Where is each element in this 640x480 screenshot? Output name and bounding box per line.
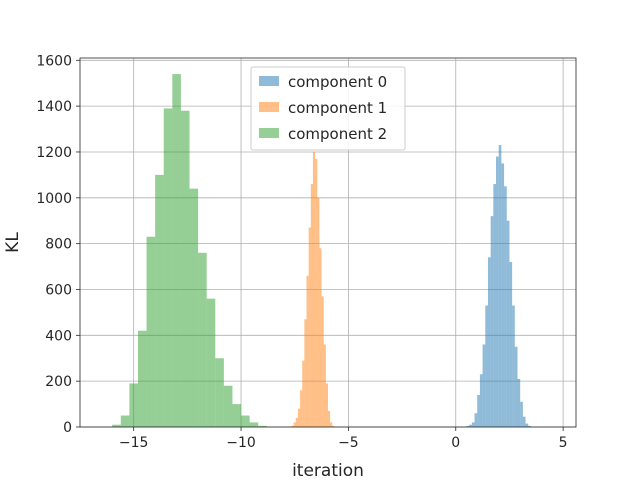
histogram-bar (487, 257, 491, 427)
histogram-bar (300, 390, 303, 427)
histogram-bar (321, 296, 324, 427)
histogram-bar (223, 385, 233, 427)
histogram-bar (332, 425, 335, 427)
x-axis-ticks: −15 −10 −5 0 5 (119, 427, 568, 451)
histogram-bar (466, 425, 470, 427)
histogram-bar (293, 422, 296, 427)
histogram-bar (315, 158, 318, 427)
histogram-bar (482, 344, 486, 427)
histogram-bar (490, 216, 494, 427)
histogram-bar (525, 423, 529, 427)
histogram-bar (528, 425, 531, 427)
histogram-bar (469, 424, 472, 427)
histogram-bar (291, 425, 294, 427)
x-tick-label: 0 (451, 435, 460, 451)
histogram-bar (479, 374, 483, 427)
histogram-bar (471, 422, 475, 427)
histogram-bar (297, 408, 301, 427)
histogram-bar (112, 424, 121, 427)
legend-label-2: component 2 (288, 125, 387, 143)
y-tick-label: 400 (45, 328, 72, 344)
series-1-bars (291, 151, 335, 428)
histogram-bar (249, 422, 259, 427)
histogram-bar (504, 186, 507, 427)
histogram-bar (308, 227, 311, 427)
histogram-bar (304, 319, 307, 427)
histogram-bar (302, 360, 305, 427)
y-tick-label: 600 (45, 282, 72, 298)
y-tick-label: 1600 (36, 53, 72, 69)
histogram-bar (330, 422, 333, 427)
legend: component 0 component 1 component 2 (250, 66, 406, 151)
histogram-bar (120, 415, 130, 427)
histogram-bar (493, 184, 497, 427)
histogram-bar (206, 298, 216, 427)
x-tick-label: 5 (559, 435, 568, 451)
histogram-bar (319, 248, 322, 427)
histogram-bar (496, 156, 499, 427)
histogram-bar (512, 305, 515, 427)
x-tick-label: −15 (119, 435, 149, 451)
histogram-bar (198, 252, 207, 427)
legend-swatch-2 (259, 128, 279, 138)
histogram-bar (310, 184, 313, 427)
y-axis-ticks: 0 200 400 600 800 1000 1200 1400 1600 (36, 53, 80, 436)
histogram-bar (258, 425, 267, 427)
histogram-bars (112, 74, 531, 428)
histogram-bar (474, 413, 478, 427)
histogram-bar (485, 305, 488, 427)
histogram-bar (520, 401, 523, 427)
y-tick-label: 1200 (36, 145, 72, 161)
y-tick-label: 200 (45, 374, 72, 390)
histogram-bar (325, 383, 328, 427)
y-tick-label: 0 (63, 420, 72, 436)
histogram-bar (477, 394, 480, 427)
histogram-bar (328, 410, 331, 427)
legend-swatch-0 (259, 76, 279, 86)
histogram-bar (323, 344, 326, 427)
histogram-bar (312, 151, 316, 428)
histogram-bar (514, 346, 518, 427)
histogram-bar (137, 330, 147, 427)
histogram-bar (498, 145, 502, 427)
histogram-bar (241, 415, 250, 427)
series-0-bars (466, 145, 531, 427)
histogram-bar (509, 261, 513, 427)
histogram-bar (129, 383, 138, 427)
legend-label-1: component 1 (288, 99, 387, 117)
plot-area-frame (79, 57, 577, 428)
x-tick-label: −10 (226, 435, 256, 451)
histogram-bar (155, 174, 164, 427)
histogram-bar (189, 188, 199, 427)
histogram-bar (317, 197, 320, 427)
y-tick-label: 1400 (36, 99, 72, 115)
y-axis-label: KL (3, 232, 23, 253)
x-tick-label: −5 (338, 435, 359, 451)
legend-label-0: component 0 (288, 73, 387, 91)
y-tick-label: 800 (45, 237, 72, 253)
y-tick-label: 1000 (36, 191, 72, 207)
histogram-bar (232, 404, 242, 427)
x-axis-label: iteration (292, 461, 364, 480)
histogram-bar (506, 220, 510, 427)
histogram-bar (295, 417, 298, 427)
histogram-bar (501, 163, 505, 427)
histogram-bar (522, 416, 526, 427)
histogram-bar (146, 236, 156, 427)
histogram-bar (215, 358, 224, 427)
histogram-bar (172, 74, 181, 427)
legend-swatch-1 (259, 102, 279, 112)
legend-box (250, 66, 406, 151)
histogram-bar (180, 110, 190, 427)
series-2-bars (112, 74, 267, 427)
histogram-bar (163, 108, 173, 427)
histogram-bar (517, 378, 521, 427)
histogram-bar (306, 275, 309, 427)
